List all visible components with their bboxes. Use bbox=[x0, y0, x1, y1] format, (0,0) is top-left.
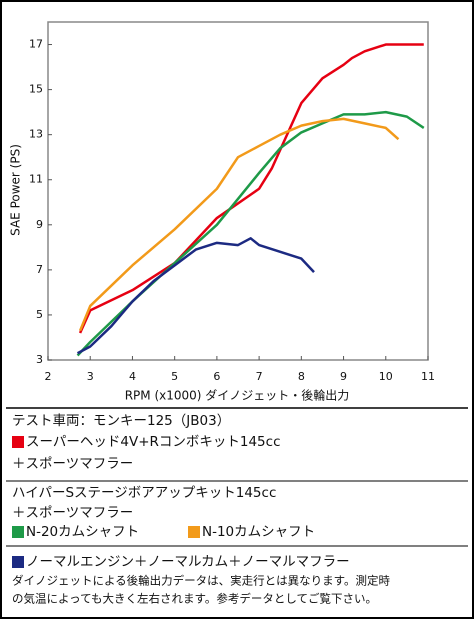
y-tick-label: 15 bbox=[29, 83, 43, 96]
legend-swatch bbox=[12, 556, 24, 568]
x-tick-label: 11 bbox=[421, 370, 435, 383]
legend-text: ハイパーSステージボアアップキット145cc bbox=[12, 485, 276, 501]
x-tick-label: 9 bbox=[340, 370, 347, 383]
y-tick-label: 5 bbox=[36, 308, 43, 321]
y-axis-label: SAE Power (PS) bbox=[9, 144, 23, 236]
legend-label: スーパーヘッド4V+Rコンボキット145cc bbox=[26, 434, 281, 450]
y-tick-label: 11 bbox=[29, 173, 43, 186]
note-text: の気温によっても大きく左右されます。参考データとしてご覧下さい。 bbox=[12, 592, 377, 606]
series-line bbox=[76, 237, 315, 355]
y-tick-label: 3 bbox=[36, 353, 43, 366]
x-tick-label: 3 bbox=[87, 370, 94, 383]
legend-label: N-10カムシャフト bbox=[202, 524, 315, 540]
x-tick-label: 6 bbox=[213, 370, 220, 383]
legend-label: N-20カムシャフト bbox=[26, 524, 139, 540]
y-tick-label: 17 bbox=[29, 38, 43, 51]
y-tick-label: 9 bbox=[36, 218, 43, 231]
x-tick-label: 5 bbox=[171, 370, 178, 383]
note-text: ダイノジェットによる後輪出力データは、実走行とは異なります。測定時 bbox=[12, 574, 391, 588]
x-tick-label: 10 bbox=[379, 370, 393, 383]
vehicle-text: テスト車両：モンキー125（JB03） bbox=[12, 413, 230, 429]
series-line bbox=[78, 117, 400, 332]
plot-area bbox=[47, 21, 429, 361]
legend-text: ＋スポーツマフラー bbox=[12, 505, 133, 521]
legend-swatch bbox=[188, 526, 200, 538]
x-axis-label: RPM (x1000) ダイノジェット・後輪出力 bbox=[125, 388, 350, 403]
series-line bbox=[78, 43, 424, 334]
legend-text: ＋スポーツマフラー bbox=[12, 456, 133, 472]
x-tick-label: 2 bbox=[45, 370, 52, 383]
x-tick-label: 7 bbox=[256, 370, 263, 383]
legend-swatch bbox=[12, 436, 24, 448]
legend-label: ノーマルエンジン＋ノーマルカム＋ノーマルマフラー bbox=[26, 554, 350, 570]
legend-swatch bbox=[12, 526, 24, 538]
x-tick-label: 4 bbox=[129, 370, 136, 383]
x-tick-label: 8 bbox=[298, 370, 305, 383]
y-tick-label: 7 bbox=[36, 263, 43, 276]
y-tick-label: 13 bbox=[29, 128, 43, 141]
